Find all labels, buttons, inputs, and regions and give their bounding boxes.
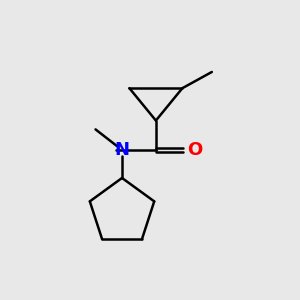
Text: N: N bbox=[115, 141, 130, 159]
Text: O: O bbox=[188, 141, 203, 159]
